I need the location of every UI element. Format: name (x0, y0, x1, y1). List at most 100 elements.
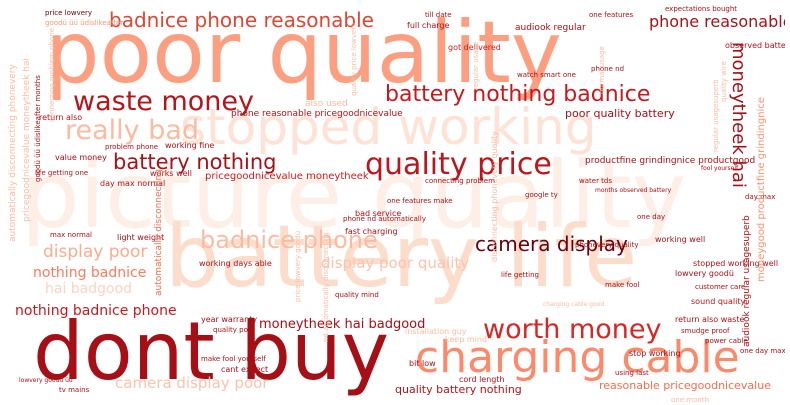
word-charging-cable: charging cable (415, 332, 740, 383)
word-working-days-able: working days able (199, 259, 272, 268)
word-regular-usage: regular usage (472, 41, 480, 90)
word-return-also-waste: return also waste (675, 315, 745, 324)
word-day-max: day max (745, 193, 776, 201)
word-google-ty: google ty (525, 191, 558, 199)
word-camera-display-poor: camera display poor (115, 374, 269, 392)
word-sound-quality: sound quality (691, 297, 746, 306)
word-goodu-udislikeafter-months: goodü üü üdislikeafter months (34, 75, 42, 182)
word-max-normal: max normal (50, 231, 93, 239)
word-one-features: one features (589, 11, 634, 19)
word-nothing-badnice: nothing badnice (33, 265, 147, 281)
word-smudge-proof: smudge proof (681, 327, 730, 335)
word-badnice-phone-reasonable: badnice phone reasonable (109, 8, 374, 32)
word-problem-phone: problem phone (105, 143, 159, 151)
word-tv-mains: tv mains (59, 386, 90, 394)
word-stop-working: stop working (629, 349, 681, 358)
word-one-features-make: one features make (387, 197, 453, 205)
word-quality-battery-nothing: quality battery nothing (395, 383, 522, 396)
word-battery-nothing: battery nothing (113, 150, 277, 174)
word-camera-display: camera display (475, 232, 628, 256)
word-display-poor: display poor (43, 242, 148, 262)
word-power-cable: power cable (705, 337, 748, 345)
word-day-max-normal: day max normal (100, 179, 166, 188)
word-expectations-bought: expectations bought (665, 5, 738, 13)
word-life-getting: life getting (501, 271, 539, 279)
word-installation-guy: installation guy (405, 327, 467, 336)
word-regular-usagesuperb: regular usagesuperb (712, 79, 720, 152)
word-disconnecting-phonevery-quality: disconnecting phonevery quality (490, 131, 499, 262)
word-worth-money: worth money (483, 314, 662, 345)
word-normal-usage: normal usage (598, 46, 606, 94)
word-moneytheek-hai: moneytheek hai (728, 42, 749, 188)
word-make-fool-yourself: make fool yourself (201, 355, 266, 363)
word-audiook-regular: audiook regular (515, 23, 586, 33)
word-one-day: one day (637, 213, 666, 221)
word-keep-mind: keep mind (445, 335, 487, 344)
word-poor-quality: poor quality (45, 3, 562, 103)
word-fast-charging: fast charging (345, 227, 398, 236)
word-using-last: using last (615, 369, 649, 377)
word-working-well: working well (655, 235, 706, 244)
word-water-tds: water tds (579, 177, 613, 185)
word-phone-reasonable: phone reasonable (649, 12, 785, 31)
word-return-also: return also (39, 113, 83, 122)
word-quality-price: quality price (365, 147, 552, 182)
word-phone-nd: phone nd (591, 65, 625, 73)
word-connecting-problem-phone: connecting problem phone (48, 27, 56, 122)
word-nd-automatically-disconnecting: nd automatically disconnecting (322, 232, 330, 342)
word-quality-mind: quality mind (335, 291, 379, 299)
word-waste-money: waste money (73, 86, 254, 117)
word-pricegoodnicevalue-moneytheek: pricegoodnicevalue moneytheek (205, 171, 369, 182)
word-fool-yourself: fool yourself (701, 165, 739, 172)
word-nothing-badnice-phone: nothing badnice phone (15, 303, 177, 319)
word-cloud: picture quality battery life poor qualit… (5, 2, 785, 402)
word-full-charge: full charge (407, 21, 450, 30)
word-till-date: till date (425, 11, 452, 19)
word-charging-cable-good: charging cable good (543, 301, 605, 308)
word-watch-smart-one: watch smart one (517, 71, 576, 79)
word-audiook-regular-usagesuperb: audiook regular usagesuperb (742, 215, 752, 347)
word-moneygood-productfine: moneygood productfine grindingnice (756, 97, 767, 282)
word-pricegoodnicevalue-moneytheek-hai: pricegoodnicevalue moneytheek hai (22, 58, 32, 222)
word-price-lowvery-goodu: price lowvery goodü (294, 230, 302, 302)
word-make-fool: make fool (605, 281, 640, 289)
word-one-day-max: one day max (740, 347, 785, 355)
word-working-fine: working fine (165, 141, 215, 150)
word-picture-quality: picture quality (21, 142, 687, 249)
word-price-lowvery: price lowvery (45, 9, 93, 17)
word-badnice-phone: badnice phone (200, 226, 378, 254)
word-dont-buy: dont buy (33, 305, 390, 398)
word-months-observed-battery: months observed battery (595, 187, 672, 194)
word-life-getting-one: life getting one (35, 169, 89, 177)
word-got-delivered: got delivered (448, 43, 501, 52)
word-poor-quality-battery: poor quality battery (565, 107, 675, 120)
word-stopped-working-well: stopped working well (693, 259, 779, 268)
word-quality-price-lowvery: quality price lowvery (350, 22, 358, 96)
word-also-used: also used (305, 99, 348, 109)
word-battery-life: battery life (165, 207, 638, 307)
word-value-money: value money (55, 153, 107, 162)
word-reasonable-pricegoodnicevalue: reasonable pricegoodnicevalue (599, 379, 771, 392)
word-hai-badgood: hai badgood (45, 281, 133, 297)
word-automatically-disconnecting: automatically disconnecting (154, 169, 164, 296)
word-works-well: works well (150, 169, 192, 178)
word-year-warranty: year warranty (201, 315, 258, 324)
word-really-bad: really bad (65, 115, 200, 146)
word-observed-battery-life: observed battery life (725, 41, 785, 50)
word-connecting-problem: connecting problem (425, 177, 495, 185)
word-quality-wire: quality wire (720, 61, 728, 102)
word-phonevery-quality: phonevery quality (575, 241, 639, 249)
word-lowvery-goodu: lowvery goodü (675, 269, 734, 278)
word-moneytheek-hai-badgood: moneytheek hai badgood (259, 317, 426, 332)
word-automatically-disconnecting-phonevery: automatically disconnecting phonevery (8, 64, 18, 242)
word-light-weight: light weight (117, 233, 165, 242)
word-bit-low: bit low (409, 359, 436, 368)
word-phone-reasonable-pricegoodnicevalue: phone reasonable pricegoodnicevalue (231, 109, 403, 119)
word-one-month: one month (671, 396, 709, 403)
word-lowvery-goodu-uu: lowvery goodü üü (19, 377, 73, 384)
word-quality-poor: quality poor (213, 326, 256, 334)
word-goodu-udislikeafter: goodü üü üdislikeafter (45, 19, 124, 27)
word-bad-service: bad service (355, 209, 402, 218)
word-cant-expect: cant expect (221, 365, 269, 374)
word-customer-care: customer care (695, 283, 746, 291)
